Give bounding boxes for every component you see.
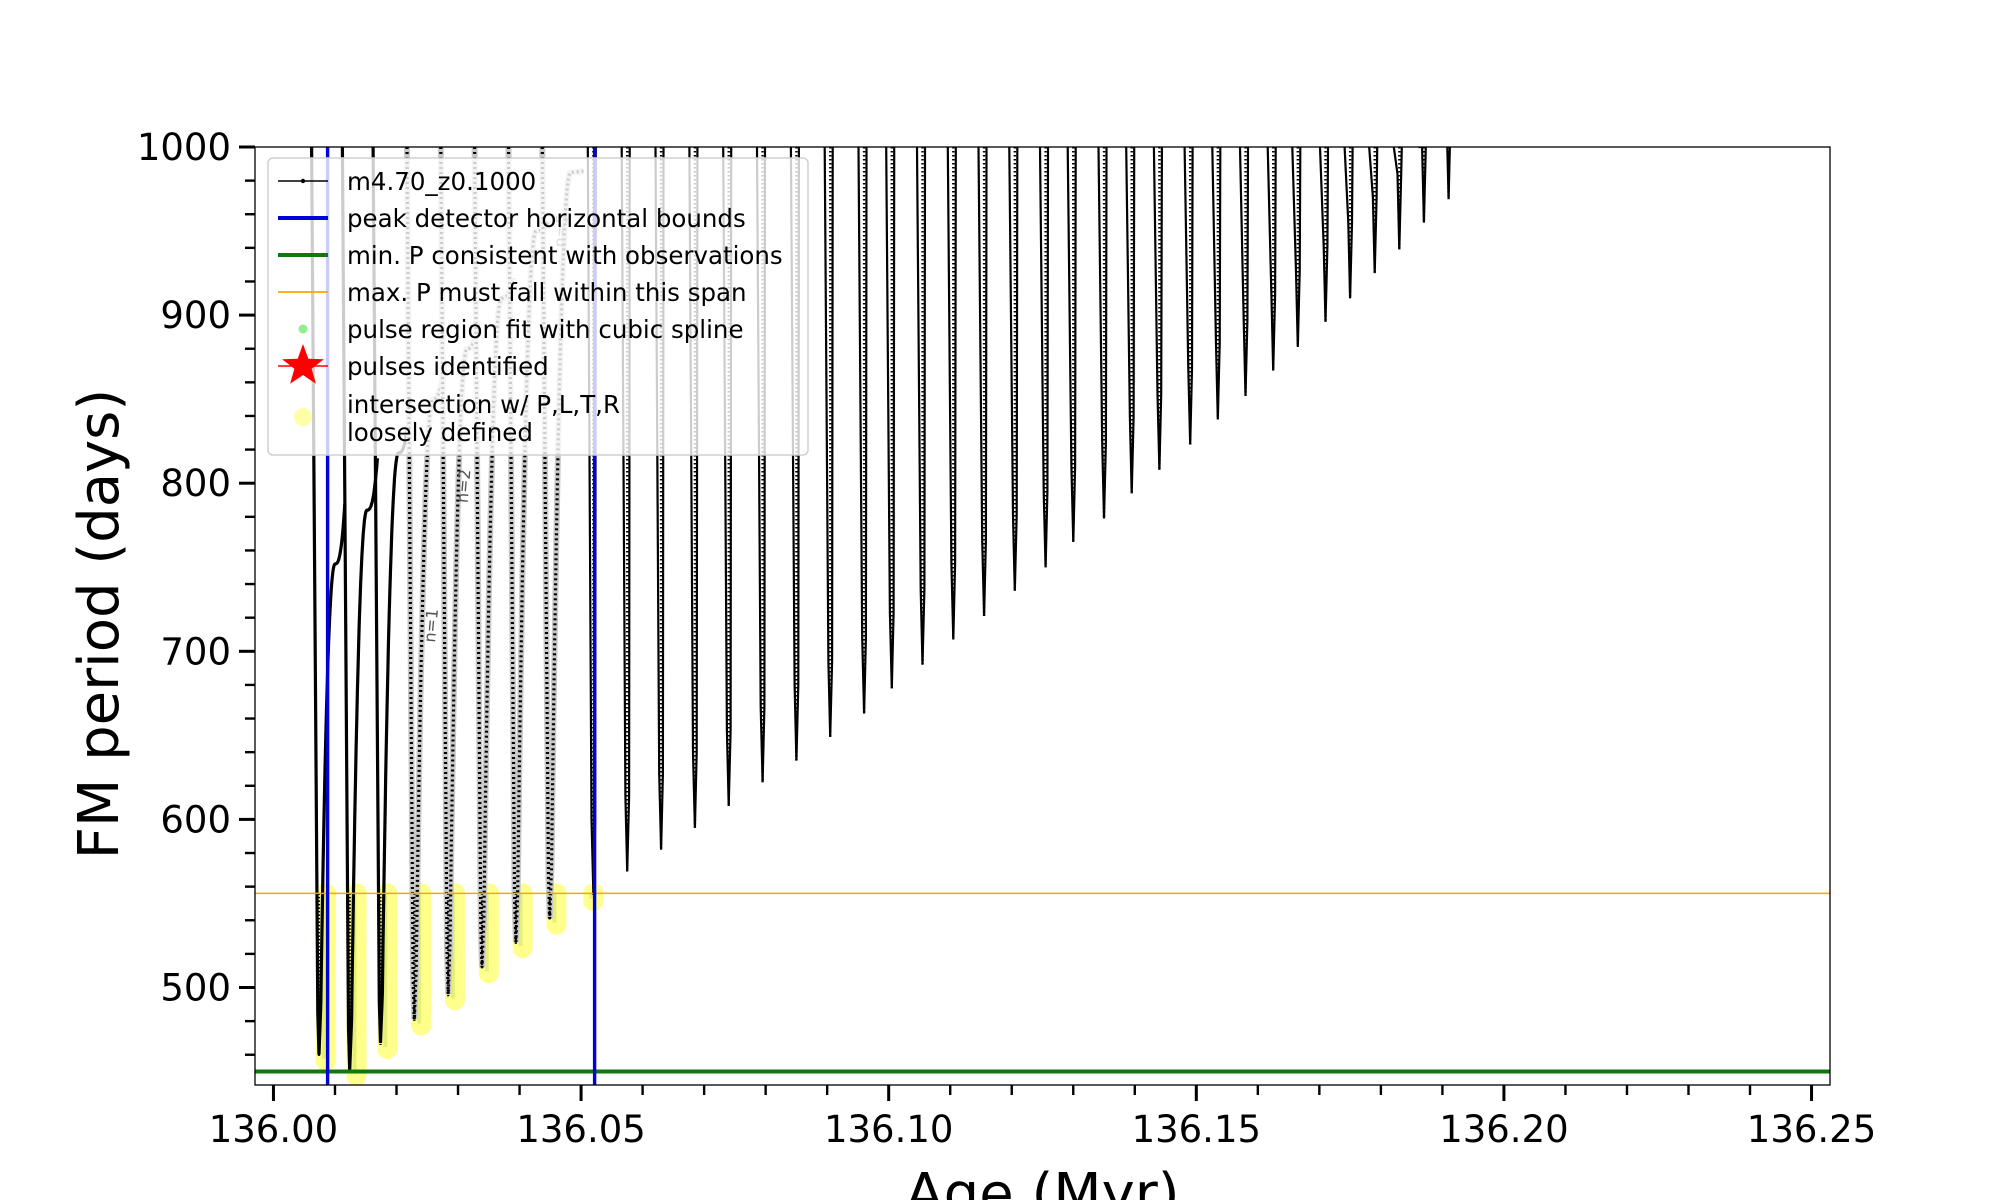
pulse-curve	[1125, 147, 1136, 494]
pulse-curve	[1443, 147, 1451, 200]
y-axis-label: FM period (days)	[67, 389, 132, 859]
pulse-curve	[823, 147, 834, 738]
x-tick-label: 136.20	[1439, 1108, 1568, 1151]
pulse-curve	[1291, 147, 1302, 348]
x-axis-ticks: 136.00 136.05 136.10 136.15 136.20 136.25	[209, 1085, 1876, 1151]
pulse-curve	[946, 147, 957, 640]
x-tick-label: 136.25	[1747, 1108, 1876, 1151]
legend-label: min. P consistent with observations	[347, 241, 783, 270]
pulse-index-annotation: n=1	[420, 608, 442, 643]
pulse-curve	[1418, 147, 1427, 223]
legend-handle-circle	[294, 408, 312, 426]
legend-label: max. P must fall within this span	[347, 278, 747, 307]
pulse-curve	[1008, 147, 1019, 591]
pulse-curve	[1238, 147, 1250, 396]
legend-label: m4.70_z0.1000	[347, 167, 536, 196]
pulse-index-annotation: n=2	[453, 468, 475, 503]
pulse-curve	[1343, 147, 1354, 299]
y-tick-label: 1000	[137, 126, 231, 169]
pulse-curve	[977, 147, 988, 617]
legend-handle-marker	[300, 178, 306, 184]
legend-box	[267, 157, 809, 456]
y-tick-label: 700	[160, 630, 231, 673]
y-axis-ticks: 500 600 700 800 900 1000	[137, 126, 255, 1056]
pulse-curve	[310, 147, 347, 1055]
legend-handle-dot	[298, 324, 308, 334]
pulse-curve	[857, 147, 868, 714]
x-tick-label: 136.05	[516, 1108, 645, 1151]
pulse-curve	[1368, 147, 1379, 274]
legend-label: pulse region fit with cubic spline	[347, 315, 744, 344]
pulse-curve	[1392, 147, 1403, 250]
y-tick-label: 900	[160, 294, 231, 337]
legend-label: peak detector horizontal bounds	[347, 204, 746, 233]
pulse-curve	[755, 147, 767, 783]
star-icon	[282, 344, 324, 384]
pulse-curve	[789, 147, 800, 761]
x-tick-label: 136.00	[209, 1108, 338, 1151]
pulse-curve	[1183, 147, 1194, 445]
x-tick-label: 136.10	[824, 1108, 953, 1151]
y-tick-label: 500	[160, 967, 231, 1010]
legend-label: intersection w/ P,L,T,R	[347, 390, 620, 419]
pulse-curve	[915, 147, 927, 665]
pulse-curve	[1066, 147, 1077, 543]
pulse-curve	[1097, 147, 1108, 519]
axes-frame	[254, 146, 1831, 1086]
pulse-curve	[654, 147, 665, 850]
legend-label: pulses identified	[347, 352, 549, 381]
pulse-curve	[885, 147, 896, 689]
pulse-curve	[439, 147, 480, 995]
pulse-curve	[1038, 147, 1050, 568]
y-tick-label: 800	[160, 462, 231, 505]
pulse-curve	[1266, 147, 1277, 371]
x-tick-label: 136.15	[1132, 1108, 1261, 1151]
pulse-curve	[1152, 147, 1163, 470]
pulse-curve	[340, 147, 379, 1070]
x-axis-label: Age (Myr)	[905, 1162, 1179, 1200]
highlight-group	[315, 883, 604, 1085]
pulse-curve	[722, 147, 733, 807]
pulse-curve	[1211, 147, 1222, 420]
legend-label-continued: loosely defined	[347, 418, 533, 447]
y-tick-label: 600	[160, 798, 231, 841]
pulse-curve	[1318, 147, 1330, 322]
